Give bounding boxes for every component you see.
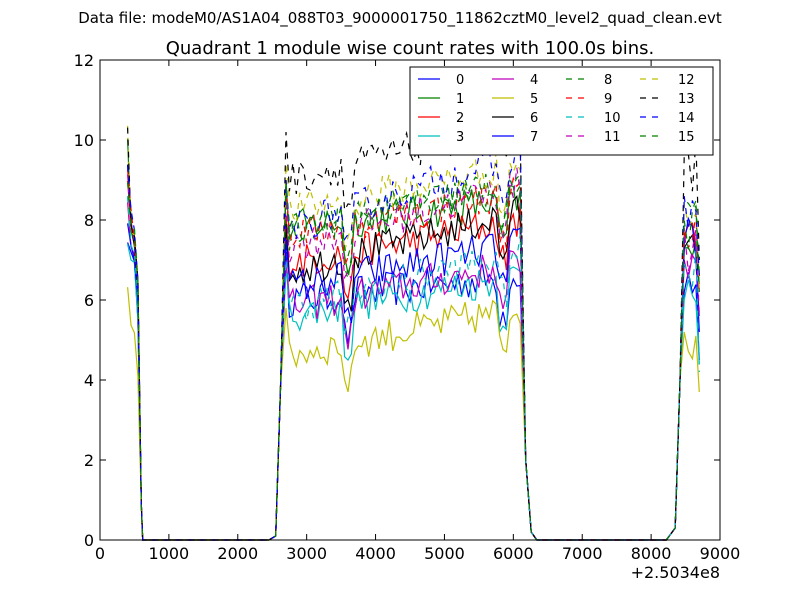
legend-label-7: 7	[530, 130, 538, 145]
series-line-13	[127, 107, 700, 541]
series-line-3	[127, 243, 700, 541]
legend-label-0: 0	[456, 73, 464, 88]
legend-label-4: 4	[530, 73, 538, 88]
y-tick-label: 2	[84, 451, 94, 470]
x-tick-label: 5000	[424, 544, 465, 563]
chart-title: Quadrant 1 module wise count rates with …	[166, 38, 655, 59]
legend-label-13: 13	[678, 92, 695, 107]
x-tick-label: 9000	[700, 544, 741, 563]
series-layer	[127, 107, 700, 541]
x-tick-label: 1000	[149, 544, 190, 563]
x-tick-label: 3000	[286, 544, 327, 563]
x-tick-label: 4000	[355, 544, 396, 563]
series-line-10	[127, 196, 700, 541]
chart-suptitle: Data file: modeM0/AS1A04_088T03_90000017…	[78, 9, 722, 28]
x-tick-label: 0	[95, 544, 105, 563]
legend-label-1: 1	[456, 92, 464, 107]
series-line-6	[127, 164, 700, 541]
legend-label-15: 15	[678, 130, 695, 145]
legend-label-6: 6	[530, 111, 538, 126]
x-offset-label: +2.5034e8	[631, 563, 720, 582]
y-tick-label: 10	[74, 131, 94, 150]
series-line-7	[127, 216, 700, 541]
x-tick-label: 6000	[493, 544, 534, 563]
legend-label-5: 5	[530, 92, 538, 107]
x-tick-label: 8000	[631, 544, 672, 563]
legend-label-11: 11	[604, 130, 621, 145]
legend-label-8: 8	[604, 73, 612, 88]
legend-label-14: 14	[678, 111, 695, 126]
y-tick-label: 6	[84, 291, 94, 310]
y-tick-label: 12	[74, 51, 94, 70]
series-line-5	[127, 287, 700, 541]
series-line-11	[127, 167, 700, 541]
legend-label-3: 3	[456, 130, 464, 145]
legend-label-12: 12	[678, 73, 695, 88]
y-tick-label: 8	[84, 211, 94, 230]
legend-label-10: 10	[604, 111, 621, 126]
legend-label-2: 2	[456, 111, 464, 126]
axes-layer: 0 1000 2000 3000 4000 5000 6000 7000 8000 9000 0 2 4…	[74, 51, 741, 563]
series-line-15	[127, 173, 700, 541]
x-tick-label: 2000	[217, 544, 258, 563]
y-tick-label: 0	[84, 531, 94, 550]
legend-frame	[409, 66, 714, 156]
series-line-14	[127, 141, 700, 541]
y-tick-label: 4	[84, 371, 94, 390]
legend-label-9: 9	[604, 92, 612, 107]
x-tick-label: 7000	[562, 544, 603, 563]
